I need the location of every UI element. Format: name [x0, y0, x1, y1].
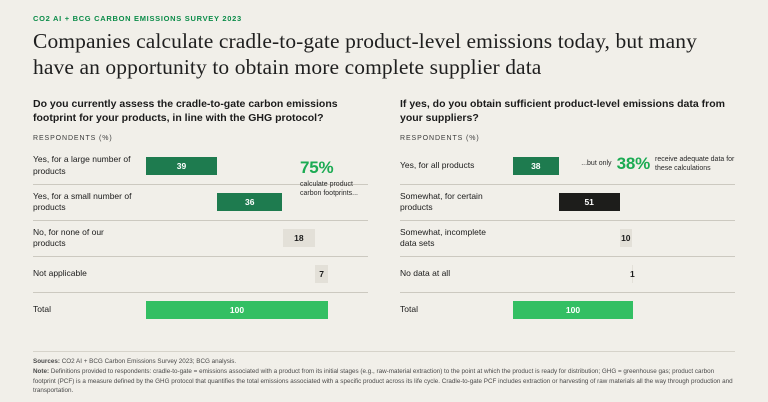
bar-row: Yes, for a large number of products 39: [33, 148, 368, 184]
respondents-label-right: RESPONDENTS (%): [400, 134, 480, 142]
category-label: Total: [400, 304, 418, 315]
bar-row: Not applicable 7: [33, 255, 368, 292]
total-row: Total 100: [33, 291, 368, 328]
bar-value: 1: [630, 269, 635, 280]
bar-segment: 51: [558, 193, 620, 212]
category-label: Somewhat, incomplete data sets: [400, 226, 486, 249]
bar-track: 100: [146, 301, 328, 320]
bar-value: 39: [176, 160, 187, 171]
survey-eyebrow: CO2 AI + BCG CARBON EMISSIONS SURVEY 202…: [33, 14, 242, 23]
bar-segment: 10: [619, 229, 632, 248]
bar-track: 39: [146, 156, 328, 175]
bar-segment: 39: [146, 156, 217, 175]
bar-value: 100: [229, 305, 245, 316]
bar-value: 18: [294, 233, 304, 244]
sources-text: CO2 AI + BCG Carbon Emissions Survey 202…: [61, 358, 237, 365]
page-title: Companies calculate cradle-to-gate produ…: [33, 29, 697, 79]
callout-text: calculate product carbon footprints...: [300, 180, 358, 198]
bar-row: No data at all 1: [400, 255, 735, 292]
note-label: Note:: [33, 367, 50, 375]
note-text: Definitions provided to respondents: cra…: [33, 367, 733, 395]
callout-percentage: 38%: [616, 153, 651, 173]
category-label: Yes, for all products: [400, 159, 475, 170]
bar-row: No, for none of our products 18: [33, 219, 368, 256]
total-row: Total 100: [400, 291, 735, 328]
sources-label: Sources:: [33, 358, 60, 365]
bar-track: 51: [513, 193, 633, 212]
bar-value: 51: [584, 197, 594, 208]
bar-value: 10: [621, 233, 631, 244]
bar-value: 36: [244, 197, 255, 208]
bar-row: Yes, for a small number of products 36: [33, 183, 368, 220]
callout-prefix: ...but only: [581, 160, 612, 168]
callout-text: receive adequate data for these calculat…: [655, 155, 735, 172]
callout-38-percent: ...but only 38% receive adequate data fo…: [581, 154, 735, 174]
category-label: No, for none of our products: [33, 226, 104, 249]
question-right: If yes, do you obtain sufficient product…: [400, 97, 725, 125]
bar-segment: 36: [216, 193, 283, 212]
sources-line: Sources: CO2 AI + BCG Carbon Emissions S…: [33, 357, 735, 367]
bar-track: 10: [513, 229, 633, 248]
respondents-label-left: RESPONDENTS (%): [33, 134, 113, 142]
bar-row: Somewhat, for certain products 51: [400, 183, 735, 220]
category-label: Not applicable: [33, 268, 87, 279]
bar-track: 7: [146, 265, 328, 284]
bar-track: 100: [513, 301, 633, 320]
bar-track: 38: [513, 156, 633, 175]
callout-75-percent: 75% calculate product carbon footprints.…: [300, 158, 368, 199]
category-label: No data at all: [400, 268, 451, 279]
category-label: Somewhat, for certain products: [400, 190, 483, 213]
callout-percentage: 75%: [300, 157, 334, 177]
bar-value: 38: [531, 160, 541, 171]
bar-rows-left: Yes, for a large number of products 39 Y…: [33, 148, 368, 328]
bar-row: Yes, for all products 38: [400, 148, 735, 184]
footnotes: Sources: CO2 AI + BCG Carbon Emissions S…: [33, 351, 735, 396]
charts-container: Do you currently assess the cradle-to-ga…: [33, 97, 735, 328]
category-label: Yes, for a small number of products: [33, 190, 132, 213]
bar-track: 18: [146, 229, 328, 248]
category-label: Yes, for a large number of products: [33, 154, 131, 176]
bar-segment: 38: [513, 156, 559, 175]
bar-track: 1: [513, 265, 635, 284]
category-label: Total: [33, 304, 51, 315]
bar-value: 7: [319, 269, 324, 280]
chart-left: Do you currently assess the cradle-to-ga…: [33, 97, 368, 328]
bar-row: Somewhat, incomplete data sets 10: [400, 219, 735, 256]
bar-rows-right: Yes, for all products 38 Somewhat, for c…: [400, 148, 735, 328]
question-left: Do you currently assess the cradle-to-ga…: [33, 97, 338, 125]
bar-track: 36: [146, 193, 328, 212]
bar-segment: 18: [282, 229, 316, 248]
bar-segment: 1: [630, 265, 635, 284]
total-bar-segment: 100: [146, 301, 328, 320]
total-bar-segment: 100: [513, 301, 633, 320]
chart-right: If yes, do you obtain sufficient product…: [400, 97, 735, 328]
bar-value: 100: [565, 305, 581, 316]
bar-segment: 7: [315, 265, 328, 284]
note-line: Note: Definitions provided to respondent…: [33, 367, 735, 396]
